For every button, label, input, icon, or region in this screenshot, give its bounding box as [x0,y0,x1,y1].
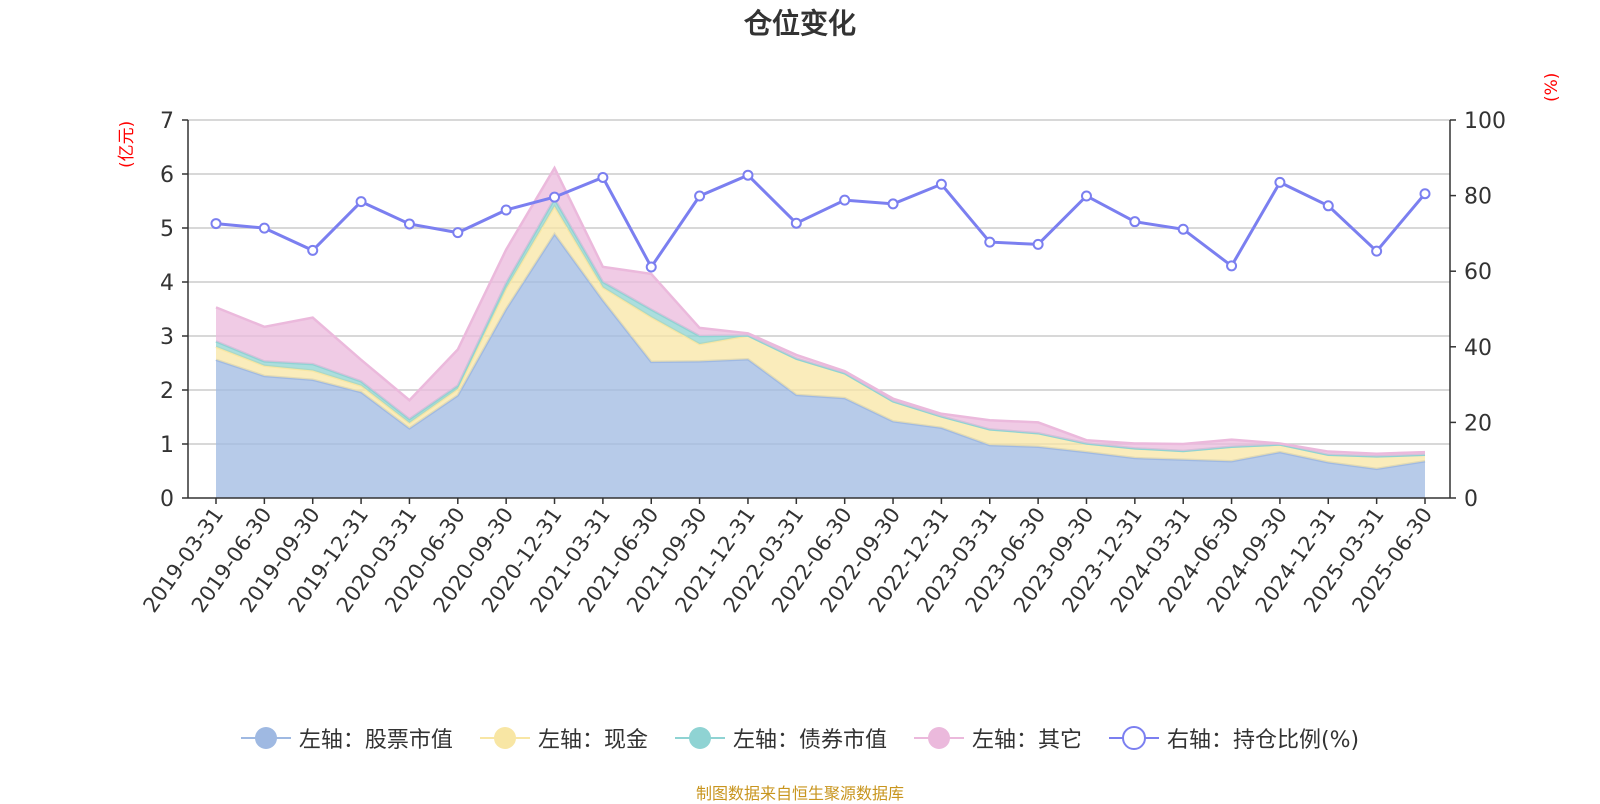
legend-label-other: 左轴：其它 [971,728,1082,753]
source-note: 制图数据来自恒生聚源数据库 [695,784,904,803]
ratio-point [1419,188,1431,200]
legend-label-bond: 左轴：债券市值 [732,728,887,753]
legend-item-stock[interactable]: 左轴：股票市值 [240,722,453,754]
ratio-point [1129,216,1141,228]
area-edge-0 [215,231,1426,471]
ratio-point [500,204,512,216]
legend: 左轴：股票市值 左轴：现金 左轴：债券市值 左轴：其它 右轴：持仓比例(%) [0,722,1600,756]
ratio-point [1177,223,1189,235]
ratio-point [742,169,754,181]
ratio-point [694,190,706,202]
legend-ratio-icon [1108,726,1159,750]
left-tick-label: 3 [160,325,174,350]
left-tick-label: 7 [160,109,174,134]
ratio-point [597,171,609,183]
legend-item-bond[interactable]: 左轴：债券市值 [674,722,887,754]
right-tick-label: 40 [1464,336,1492,361]
area-3 [216,168,1425,457]
legend-label-stock: 左轴：股票市值 [298,728,453,753]
ratio-point [839,194,851,206]
legend-bond-icon [674,727,725,749]
ratio-point [258,222,270,234]
area-1 [216,206,1425,469]
ratio-point [355,196,367,208]
ratio-point [210,218,222,230]
legend-other-icon [913,727,964,749]
right-tick-label: 0 [1464,487,1478,512]
ratio-point [1371,245,1383,257]
ratio-point [1080,190,1092,202]
left-tick-label: 1 [160,433,174,458]
stacked-areas [215,165,1426,498]
ratio-point [403,218,415,230]
area-edge-3 [215,165,1426,455]
left-tick-label: 2 [160,379,174,404]
position-change-chart: 012345670204060801002019-03-312019-06-30… [138,109,1506,617]
ratio-line [210,169,1431,273]
right-tick-label: 80 [1464,185,1492,210]
ratio-point [452,227,464,239]
legend-item-cash[interactable]: 左轴：现金 [479,722,648,754]
area-0 [216,233,1425,498]
ratio-point [1032,238,1044,250]
ratio-point [645,261,657,273]
left-tick-label: 6 [160,163,174,188]
ratio-point [307,244,319,256]
ratio-point [1226,260,1238,272]
left-tick-label: 4 [160,271,174,296]
legend-item-ratio[interactable]: 右轴：持仓比例(%) [1108,722,1360,754]
left-tick-label: 0 [160,487,174,512]
ratio-point [1274,176,1286,188]
legend-item-other[interactable]: 左轴：其它 [913,722,1082,754]
ratio-point [790,217,802,229]
right-tick-label: 60 [1464,260,1492,285]
ratio-point [984,236,996,248]
legend-label-cash: 左轴：现金 [537,728,648,753]
left-tick-label: 5 [160,217,174,242]
right-tick-label: 20 [1464,411,1492,436]
ratio-point [935,178,947,190]
legend-stock-icon [240,727,291,749]
ratio-line-path [215,173,1427,270]
ratio-point [887,198,899,210]
ratio-point [549,191,561,203]
ratio-point [1322,200,1334,212]
right-tick-label: 100 [1464,109,1506,134]
legend-label-ratio: 右轴：持仓比例(%) [1166,728,1360,753]
chart-title: 仓位变化 [743,7,856,40]
legend-cash-icon [479,727,530,749]
